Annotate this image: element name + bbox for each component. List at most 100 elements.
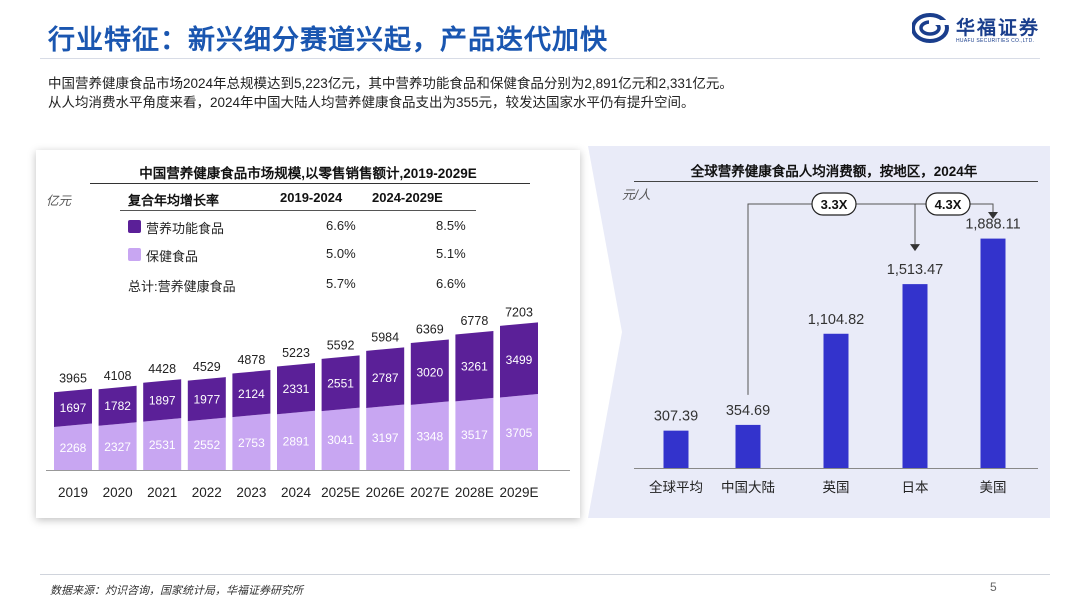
cagr-row-1-v1: 6.6% [326,218,356,233]
tick-label-美国: 美国 [980,480,1007,496]
per-capita-panel: 全球营养健康食品人均消费额，按地区，2024年 元/人 307.39 全球平均 35… [588,146,1050,518]
bar-health-2019 [54,423,92,470]
tick-label-2020: 2020 [103,485,133,500]
tick-label-英国: 英国 [823,479,850,496]
label-nutrition-2026E: 2787 [372,371,399,385]
tick-label-2027E: 2027E [410,485,449,500]
per-capita-title-rule [634,181,1038,182]
bar-nutrition-2027E [410,339,449,405]
bar-nutrition-2021 [143,379,182,422]
bar-nutrition-2020 [98,385,137,426]
label-total-2025E: 5592 [327,338,355,352]
page-title: 行业特征：新兴细分赛道兴起，产品迭代加快 [48,25,608,55]
label-total-2020: 4108 [104,369,132,383]
title-divider [40,58,1040,59]
bar-nutrition-2026E [366,347,405,408]
bar-nutrition-2019 [54,388,92,428]
label-health-2023: 2753 [238,436,265,450]
label-nutrition-2019: 1697 [60,401,87,415]
tick-label-2025E: 2025E [321,485,360,500]
bar-美国 [980,238,1006,468]
label-nutrition-2028E: 3261 [461,359,488,373]
label-total-2023: 4878 [237,353,265,367]
bar-中国大陆 [735,424,761,468]
label-nutrition-2024: 2331 [283,382,310,396]
per-capita-chart: 307.39 全球平均 354.69 中国大陆 1,104.82 英国 1,513.47 日本… [634,192,1038,496]
bar-全球平均 [663,430,689,468]
label-total-2027E: 6369 [416,322,444,336]
page-number: 5 [990,580,997,594]
market-size-unit: 亿元 [46,194,72,208]
label-total-2029E: 7203 [505,305,533,319]
label-nutrition-2023: 2124 [238,387,265,401]
cagr-row-1-v2: 8.5% [436,218,466,233]
bar-health-2027E [410,401,449,470]
per-capita-unit: 元/人 [622,188,651,202]
market-size-title-rule [90,183,530,184]
logo-mark-icon [912,13,949,43]
logo-text-cn: 华福证券 [956,17,1041,39]
value-label-中国大陆: 354.69 [726,403,770,419]
bar-nutrition-2029E [500,322,538,398]
cagr-row-2-v2: 5.1% [436,246,466,261]
cagr-header-period-1: 2019-2024 [280,190,343,205]
tick-label-2023: 2023 [236,485,266,500]
bar-health-2020 [98,422,137,470]
label-nutrition-2025E: 2551 [327,377,354,391]
label-total-2028E: 6778 [460,314,488,328]
tick-label-2026E: 2026E [366,485,405,500]
tick-label-日本: 日本 [902,480,930,496]
value-label-美国: 1,888.11 [965,217,1020,233]
bar-nutrition-2022 [187,377,226,422]
bar-health-2028E [455,397,494,470]
label-health-2026E: 3197 [372,431,399,445]
label-health-2025E: 3041 [327,433,354,447]
bar-health-2023 [232,413,271,470]
label-nutrition-2020: 1782 [104,399,131,413]
legend-swatch-health [128,248,141,261]
value-label-日本: 1,513.47 [887,262,943,278]
label-health-2024: 2891 [283,434,310,448]
market-size-title: 中国营养健康食品市场规模,以零售销售额计,2019-2029E [139,166,477,181]
bar-health-2021 [143,418,182,470]
per-capita-panel-bg [588,146,1050,518]
bar-health-2025E [321,407,360,470]
bar-health-2029E [500,394,538,470]
bar-日本 [902,284,928,468]
value-label-英国: 1,104.82 [808,312,864,328]
market-size-panel: 中国营养健康食品市场规模,以零售销售额计,2019-2029E 亿元 复合年均增… [36,150,580,518]
market-size-chart: 2268 1697 3965 2019 2327 1782 4108 2020 2531 1897… [46,305,570,500]
value-label-全球平均: 307.39 [654,409,698,425]
label-nutrition-2029E: 3499 [506,353,533,367]
tick-label-2029E: 2029E [499,485,538,500]
bar-nutrition-2028E [455,331,494,402]
label-total-2026E: 5984 [371,330,399,344]
bar-nutrition-2024 [277,362,315,415]
data-source: 数据来源：灼识咨询，国家统计局，华福证券研究所 [50,585,303,597]
tick-label-2028E: 2028E [455,485,494,500]
tick-label-全球平均: 全球平均 [649,479,703,496]
tick-label-2019: 2019 [58,485,88,500]
summary-line-1: 中国营养健康食品市场2024年总规模达到5,223亿元，其中营养功能食品和保健食… [48,76,733,91]
cagr-row-3-v1: 5.7% [326,276,356,291]
summary-line-2: 从人均消费水平角度来看，2024年中国大陆人均营养健康食品支出为355元，较发达… [48,95,695,110]
arrow-us-icon [988,212,998,219]
bar-health-2024 [277,410,315,470]
cagr-header-label: 复合年均增长率 [128,193,220,208]
label-health-2021: 2531 [149,438,176,452]
bar-nutrition-2025E [321,355,360,412]
label-nutrition-2022: 1977 [193,392,220,406]
label-nutrition-2021: 1897 [149,394,176,408]
label-health-2029E: 3705 [506,426,533,440]
label-health-2019: 2268 [60,441,87,455]
multiple-japan-label: 3.3X [821,197,848,212]
label-health-2022: 2552 [193,438,220,452]
bar-health-2026E [366,404,405,470]
tick-label-2022: 2022 [192,485,222,500]
label-health-2020: 2327 [104,440,131,454]
footer-divider [40,574,1050,575]
connector-line-us [981,203,994,212]
tick-label-中国大陆: 中国大陆 [721,480,775,496]
label-total-2022: 4529 [193,360,221,374]
connector-line-main [747,203,981,395]
